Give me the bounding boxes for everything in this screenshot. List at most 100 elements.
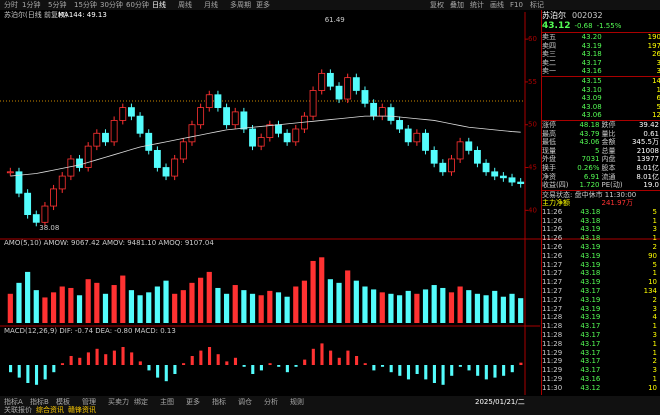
- stat: 5: [595, 146, 600, 155]
- bottom-tab[interactable]: 更多: [186, 397, 200, 406]
- ma-label: MA144: 49.13: [58, 11, 107, 19]
- tab[interactable]: 15分钟: [74, 0, 97, 9]
- bottom-tab[interactable]: 指标A: [4, 397, 23, 406]
- tool[interactable]: 叠加: [450, 0, 464, 9]
- tool[interactable]: 画线: [490, 0, 504, 9]
- tool[interactable]: 复权: [430, 0, 444, 9]
- tab[interactable]: 5分钟: [48, 0, 66, 9]
- candle: [448, 158, 455, 173]
- stat-row: 换手 0.26% 股本 8.01亿: [542, 164, 660, 173]
- bottom-tab[interactable]: 管理: [82, 397, 96, 406]
- candle: [15, 171, 23, 194]
- trade-vol: 1: [652, 348, 657, 357]
- trade-vol: 10: [648, 383, 657, 392]
- tab[interactable]: 多周期: [230, 0, 251, 9]
- candle: [344, 77, 352, 100]
- bottom-tab[interactable]: 指标B: [30, 397, 49, 406]
- book-row: 卖五 43.20 190: [542, 33, 660, 42]
- trade-row: 11:28 43.17 3: [542, 331, 660, 340]
- volume-bar: [102, 293, 109, 323]
- volume-bar: [59, 286, 65, 323]
- footer-tab[interactable]: 赣锋资讯: [68, 405, 96, 414]
- candle: [456, 141, 464, 160]
- candle: [491, 171, 499, 177]
- book-row: 卖二 43.17 3: [542, 59, 660, 68]
- macd-bar: [415, 365, 419, 374]
- volume-bar: [405, 290, 411, 323]
- bottom-tab[interactable]: 分析: [264, 397, 278, 406]
- trade-price: 43.17: [580, 287, 601, 296]
- macd-bar: [156, 365, 160, 378]
- volume-bar: [146, 292, 152, 323]
- bottom-tab[interactable]: 买卖力: [108, 397, 129, 406]
- bottom-tab[interactable]: 绑定: [134, 397, 148, 406]
- level-price: 43.10: [581, 85, 602, 94]
- candle: [517, 181, 525, 185]
- trade-row: 11:26 43.19 2: [542, 243, 660, 252]
- trade-time: 11:28: [542, 322, 563, 331]
- tab[interactable]: 1分钟: [22, 0, 40, 9]
- book-row: 卖四 43.19 197: [542, 42, 660, 51]
- volume-bar: [267, 290, 273, 323]
- bottom-tab[interactable]: 指标: [212, 397, 226, 406]
- bottom-tab[interactable]: 规则: [290, 397, 304, 406]
- bottom-tab[interactable]: 调仓: [238, 397, 252, 406]
- tab[interactable]: 月线: [204, 0, 218, 9]
- footer-tab[interactable]: 关联报价: [4, 405, 32, 414]
- level-price: 43.16: [581, 67, 602, 76]
- volume-bar: [154, 286, 160, 323]
- level-vol: 14: [652, 76, 660, 85]
- candle: [136, 115, 144, 134]
- tab[interactable]: 30分钟: [100, 0, 123, 9]
- macd-bar: [138, 361, 142, 365]
- volume-bar: [111, 285, 117, 323]
- candle: [266, 124, 274, 138]
- volume-bar: [293, 286, 299, 323]
- tab[interactable]: 60分钟: [126, 0, 149, 9]
- macd-bar: [519, 362, 523, 365]
- stat: 8.01亿: [636, 163, 659, 172]
- level-vol: 26: [652, 50, 660, 59]
- tool[interactable]: 统计: [470, 0, 484, 9]
- tab[interactable]: 周线: [178, 0, 192, 9]
- stat: 最高: [542, 129, 556, 138]
- trade-time: 11:27: [542, 269, 563, 278]
- trade-time: 11:26: [542, 234, 563, 243]
- tab[interactable]: 分时: [4, 0, 18, 9]
- tab[interactable]: 日线: [152, 0, 166, 9]
- stock-name: 苏泊尔: [542, 11, 566, 20]
- trade-price: 43.19: [580, 278, 601, 287]
- candle: [396, 120, 404, 130]
- tool[interactable]: F10: [510, 1, 523, 9]
- tool[interactable]: 标记: [530, 0, 544, 9]
- bottom-tab[interactable]: 模板: [56, 397, 70, 406]
- trade-time: 11:26: [542, 216, 563, 225]
- trade-vol: 10: [648, 278, 657, 287]
- candle: [413, 132, 421, 143]
- volume-bar: [319, 257, 325, 323]
- candle: [378, 107, 386, 117]
- macd-bar: [60, 363, 65, 365]
- trade-price: 43.19: [580, 295, 601, 304]
- macd-bar: [104, 354, 108, 365]
- footer-tab[interactable]: 综合资讯: [36, 405, 64, 414]
- macd-bar: [320, 343, 324, 365]
- macd-bar: [9, 365, 13, 373]
- volume-bar: [414, 293, 420, 323]
- candle: [231, 111, 239, 126]
- stat: 6.91: [583, 172, 600, 181]
- volume-bar: [16, 282, 22, 323]
- macd-bar: [86, 352, 90, 365]
- tab[interactable]: 更多: [256, 0, 270, 9]
- stat-row: 涨停 48.18 跌停 39.42: [542, 121, 660, 130]
- volume-bar: [180, 290, 186, 323]
- change: -0.68: [574, 22, 593, 30]
- trade-row: 11:26 43.18 5: [542, 208, 660, 217]
- bottom-tab[interactable]: 主图: [160, 397, 174, 406]
- macd-bar: [450, 365, 454, 376]
- stat: 7031: [581, 155, 600, 164]
- macd-bar: [34, 365, 39, 385]
- volume-bar: [206, 271, 212, 323]
- level-vol: 1: [656, 85, 660, 94]
- trade-row: 11:29 43.17 3: [542, 366, 660, 375]
